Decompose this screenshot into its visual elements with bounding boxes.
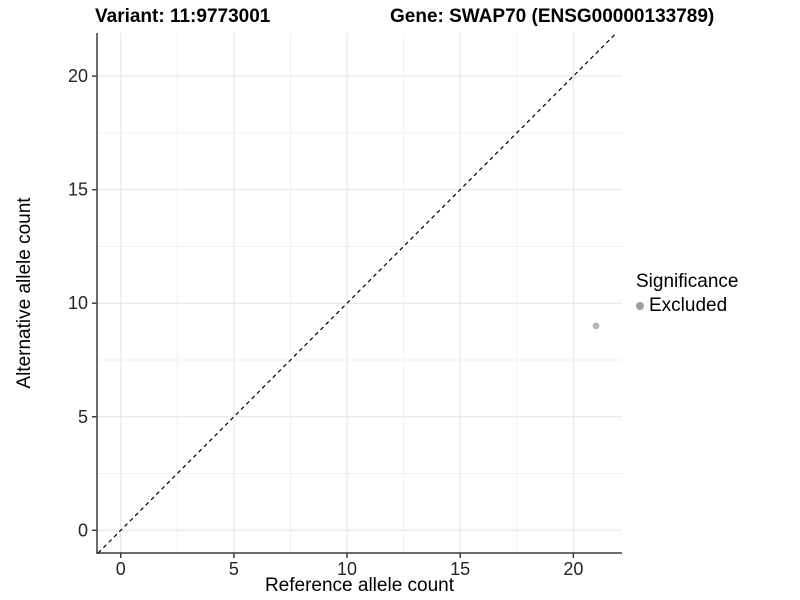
variant-title: Variant: 11:9773001: [95, 6, 271, 27]
legend-entry-excluded: Excluded: [636, 295, 738, 317]
y-axis-title: Alternative allele count: [14, 197, 35, 389]
x-tick-label: 15: [450, 559, 470, 579]
x-tick-label: 5: [229, 559, 239, 579]
legend-entry-label: Excluded: [649, 295, 728, 316]
legend: Significance Excluded: [636, 271, 738, 317]
y-tick-label: 5: [78, 407, 88, 427]
y-tick-label: 15: [68, 180, 88, 200]
x-tick-label: 0: [116, 559, 126, 579]
excluded-point-icon: [636, 302, 644, 310]
gene-title: Gene: SWAP70 (ENSG00000133789): [390, 6, 715, 27]
legend-title: Significance: [636, 271, 739, 292]
x-tick-label: 20: [563, 559, 583, 579]
y-tick-label: 20: [68, 66, 88, 86]
data-point: [592, 322, 600, 330]
identity-reference-line: [97, 32, 617, 554]
x-tick-label: 10: [337, 559, 357, 579]
y-tick-label: 10: [68, 293, 88, 313]
y-tick-label: 0: [78, 520, 88, 540]
x-axis-title: Reference allele count: [264, 575, 455, 596]
